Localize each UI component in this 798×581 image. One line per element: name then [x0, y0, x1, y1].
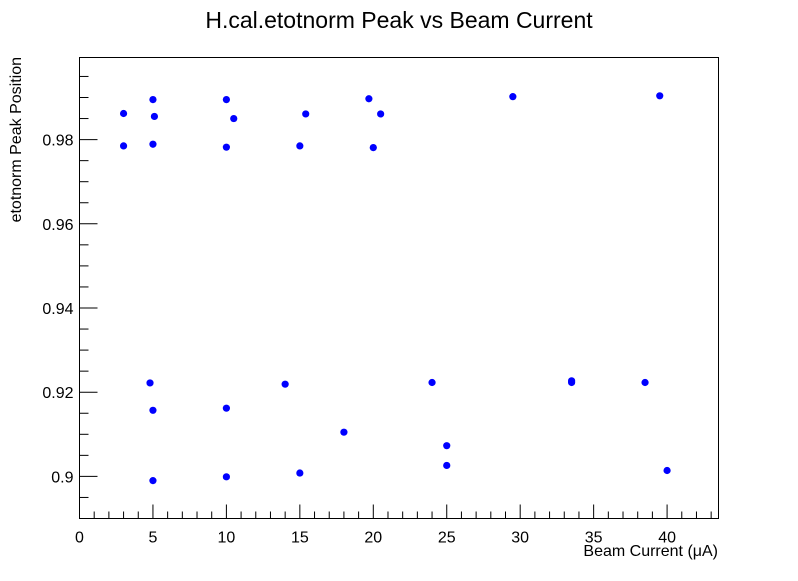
plot-frame	[79, 57, 719, 519]
y-tick-label: 0.9	[51, 469, 73, 486]
x-tick-label: 0	[75, 530, 84, 547]
x-axis-ticks	[79, 504, 712, 519]
y-tick-label: 0.98	[42, 133, 73, 150]
data-point	[428, 378, 436, 387]
data-point	[340, 428, 348, 436]
data-point	[377, 110, 385, 118]
x-tick-label: 30	[511, 530, 529, 547]
y-axis-tick-labels: 0.9 0.92 0.94 0.96 0.98	[42, 133, 73, 487]
y-tick-label: 0.92	[42, 385, 73, 402]
data-point	[302, 110, 310, 118]
data-point	[369, 143, 377, 152]
y-tick-label: 0.96	[42, 217, 73, 234]
x-tick-label: 5	[148, 530, 157, 547]
data-point	[119, 142, 128, 150]
data-point	[149, 140, 157, 148]
x-tick-label: 20	[364, 530, 382, 547]
data-point	[509, 93, 517, 101]
data-point	[119, 109, 128, 118]
data-point	[365, 95, 373, 103]
data-point	[146, 379, 154, 387]
data-point	[150, 112, 159, 121]
y-tick-label: 0.94	[42, 301, 73, 318]
x-tick-label: 25	[438, 530, 456, 547]
y-axis-label: etotnorm Peak Position	[8, 57, 25, 222]
data-point	[222, 143, 230, 151]
x-tick-label: 10	[217, 530, 235, 547]
data-point	[230, 114, 238, 123]
data-point	[296, 142, 304, 150]
chart-title: H.cal.etotnorm Peak vs Beam Current	[205, 7, 593, 33]
x-axis-tick-labels: 0 5 10 15 20 25 30 35 40	[75, 530, 676, 547]
data-point	[222, 96, 230, 104]
x-tick-label: 35	[585, 530, 603, 547]
data-point	[641, 378, 649, 387]
y-axis-ticks	[79, 75, 98, 519]
data-point	[568, 378, 576, 387]
data-point	[281, 380, 289, 388]
data-point	[222, 473, 230, 481]
data-point	[663, 466, 671, 475]
x-tick-label: 40	[658, 530, 676, 547]
data-point	[149, 406, 157, 414]
data-point	[222, 404, 230, 412]
data-point	[149, 96, 157, 104]
x-tick-label: 15	[291, 530, 309, 547]
data-point	[443, 442, 451, 450]
data-point	[149, 477, 157, 485]
data-point	[443, 461, 451, 470]
data-points	[119, 92, 671, 485]
data-point	[656, 92, 664, 100]
data-point	[296, 469, 304, 477]
x-axis-label: Beam Current (μA)	[583, 543, 718, 560]
